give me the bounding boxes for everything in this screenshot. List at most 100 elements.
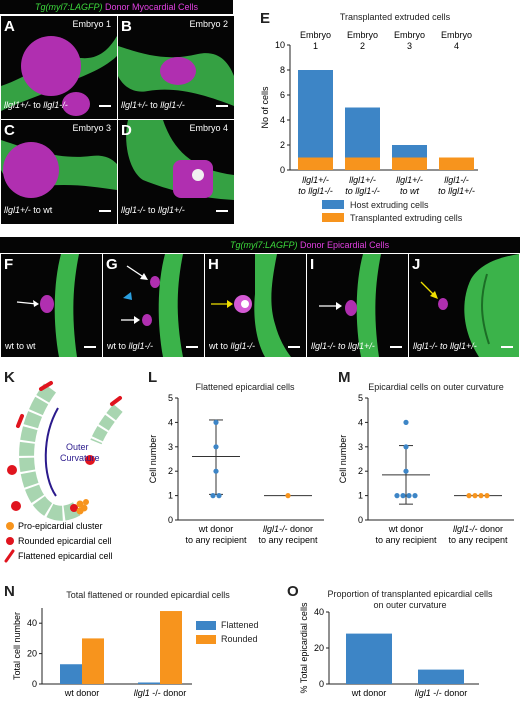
- chart-l-y-tick-label: 3: [168, 442, 173, 452]
- chart-e-y-tick-label: 0: [280, 165, 285, 175]
- genotype-label-g: wt to llgl1-/-: [107, 341, 154, 351]
- chart-l-point: [285, 493, 291, 499]
- chart-e-bar-host: [392, 145, 427, 158]
- chart-e-x-tick-label: to llgl1+/-: [438, 186, 475, 196]
- chart-n-y-tick-label: 20: [27, 649, 37, 659]
- chart-e-y-tick-label: 8: [280, 65, 285, 75]
- genotype-label-c: llgl1+/- to wt: [4, 205, 53, 215]
- chart-l-x-tick-label: to any recipient: [185, 535, 247, 545]
- chart-o-title-line-2: on outer curvature: [373, 600, 447, 610]
- chart-m-point: [406, 493, 412, 499]
- chart-e-column-header: Embryo: [394, 30, 425, 40]
- scale-bar-d: [216, 210, 228, 212]
- chart-e-y-tick-label: 10: [275, 40, 285, 50]
- chart-n-bar-flattened: [138, 682, 160, 684]
- scale-bar-c: [99, 210, 111, 212]
- chart-m-y-tick-label: 4: [358, 417, 363, 427]
- legend-rounded: Rounded epicardial cell: [18, 536, 112, 546]
- chart-o-y-axis-label: % Total epicardial cells: [299, 602, 309, 693]
- micrograph-i: I llgl1-/- to llgl1+/-: [307, 254, 408, 357]
- chart-m-y-tick-label: 2: [358, 466, 363, 476]
- chart-e-x-tick-label: llgl1+/-: [302, 175, 329, 185]
- diagram-k: Outer Curvature Pro-epicardial cluster R…: [4, 381, 123, 563]
- panel-letter-a: A: [4, 18, 15, 35]
- scale-bar-b: [216, 105, 228, 107]
- chart-m-x-tick-label: llgl1-/- donor: [453, 524, 503, 534]
- chart-m-point: [403, 444, 409, 450]
- chart-n-bar-rounded: [160, 611, 182, 684]
- legend-label-transplanted: Transplanted extruding cells: [350, 212, 463, 223]
- panel-letter-e: E: [260, 10, 271, 27]
- mid-donor-label: Donor Epicardial Cells: [300, 240, 390, 250]
- legend-swatch-host: [322, 200, 344, 209]
- chart-o-x-tick-label: wt donor: [351, 688, 387, 698]
- micrograph-j: J llgl1-/- to llgl1+/-: [409, 254, 519, 357]
- chart-n-legend: Flattened Rounded: [196, 618, 259, 646]
- legend-swatch-transplanted: [322, 213, 344, 222]
- panel-letter-j: J: [412, 256, 421, 273]
- chart-o-bar: [418, 669, 464, 684]
- panel-letter-g: G: [106, 256, 118, 273]
- chart-e-x-tick-label: llgl1-/-: [444, 175, 469, 185]
- chart-o-y-tick-label: 20: [314, 643, 324, 653]
- chart-m-point: [403, 419, 409, 425]
- panel-letter-d: D: [121, 122, 132, 139]
- chart-l-point: [213, 419, 219, 425]
- chart-e-bar-host: [345, 107, 380, 158]
- chart-l-x-tick-label: llgl1-/- donor: [263, 524, 313, 534]
- micrograph-b-image: [118, 46, 234, 106]
- chart-m-point: [394, 493, 400, 499]
- top-header-bar: Tg(myl7:LAGFP) Donor Myocardial Cells: [0, 0, 233, 14]
- genotype-label-d: llgl1-/- to llgl1+/-: [121, 205, 185, 215]
- chart-e-column-header-number: 2: [360, 41, 365, 51]
- legend-flattened: Flattened epicardial cell: [18, 551, 113, 561]
- chart-n-x-tick-label: wt donor: [64, 688, 100, 698]
- chart-l-point: [213, 468, 219, 474]
- panel-letter-o: O: [287, 583, 299, 600]
- panel-letter-m: M: [338, 369, 351, 386]
- chart-e-column-header-number: 1: [313, 41, 318, 51]
- chart-e-y-tick-label: 6: [280, 90, 285, 100]
- micrograph-g: G wt to llgl1-/-: [103, 254, 204, 357]
- embryo-label-c: Embryo 3: [72, 123, 111, 133]
- chart-l-point: [213, 444, 219, 450]
- embryo-label-d: Embryo 4: [189, 123, 228, 133]
- chart-m-y-tick-label: 5: [358, 393, 363, 403]
- chart-e-x-tick-label: llgl1+/-: [396, 175, 423, 185]
- chart-o: 0 20 40 % Total epicardial cells wt donor llg…: [299, 602, 479, 698]
- chart-l-title: Flattened epicardial cells: [195, 382, 295, 392]
- chart-l-y-axis-label: Cell number: [148, 435, 158, 484]
- mid-transgene-label: Tg(myl7:LAGFP): [230, 240, 298, 250]
- chart-e-y-axis-label: No of cells: [260, 86, 270, 129]
- chart-n-title: Total flattened or rounded epicardial ce…: [66, 590, 230, 600]
- legend-label-rounded: Rounded: [221, 634, 258, 644]
- chart-m-point: [412, 493, 418, 499]
- chart-l-y-tick-label: 2: [168, 466, 173, 476]
- chart-l-y-tick-label: 0: [168, 515, 173, 525]
- micrograph-d-image: [126, 120, 234, 200]
- chart-n-x-tick-label: llgl1 -/- donor: [134, 688, 187, 698]
- micrograph-a-image: [1, 36, 117, 116]
- chart-l-point: [216, 493, 222, 499]
- outer-curvature-line: [44, 407, 59, 497]
- chart-e-bar-host: [298, 70, 333, 158]
- genotype-label-a: llgl1+/- to llgl1-/-: [4, 100, 68, 110]
- chart-m-x-tick-label: to any recipent: [448, 535, 508, 545]
- panel-letter-i: I: [310, 256, 315, 273]
- panel-letter-k: K: [4, 369, 15, 386]
- chart-n-y-tick-label: 0: [32, 679, 37, 689]
- top-donor-label: Donor Myocardial Cells: [104, 2, 199, 12]
- genotype-label-f: wt to wt: [5, 341, 36, 351]
- micrograph-h: H wt to llgl1-/-: [205, 254, 306, 357]
- chart-m-y-axis-label: Cell number: [338, 435, 348, 484]
- chart-m-point: [466, 493, 472, 499]
- chart-m-point: [478, 493, 484, 499]
- chart-n-y-axis-label: Total cell number: [12, 612, 22, 680]
- chart-e-x-tick-label: to llgl1-/-: [298, 186, 333, 196]
- chart-o-bar: [346, 633, 392, 684]
- chart-e-column-header: Embryo: [300, 30, 331, 40]
- micrograph-f: F wt to wt: [1, 254, 102, 357]
